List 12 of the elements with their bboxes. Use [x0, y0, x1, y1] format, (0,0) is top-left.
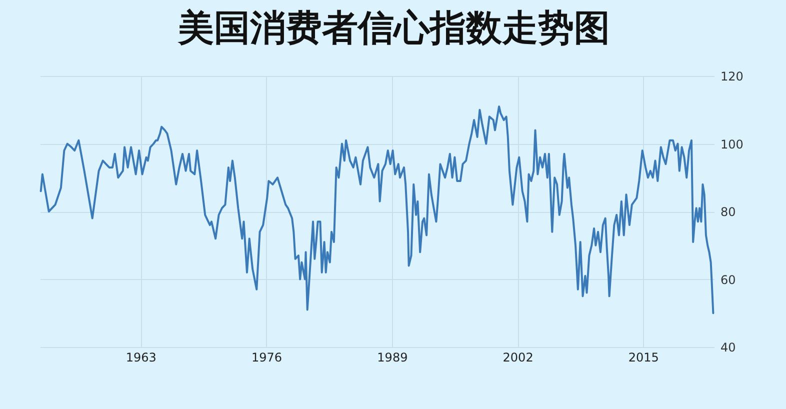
x-tick-label: 1976 [252, 350, 282, 364]
x-tick-label: 1989 [377, 350, 408, 364]
y-tick-label: 100 [720, 137, 744, 152]
x-tick-label: 1963 [126, 350, 156, 364]
line-series [40, 105, 714, 314]
y-tick-label: 120 [720, 70, 744, 84]
y-tick-label: 80 [720, 205, 736, 219]
chart-title: 美国消费者信心指数走势图 [177, 8, 610, 49]
y-tick-label: 60 [720, 272, 736, 287]
y-tick-label: 40 [720, 340, 736, 354]
x-tick-label: 2002 [502, 350, 534, 364]
x-tick-label: 2015 [628, 350, 659, 364]
